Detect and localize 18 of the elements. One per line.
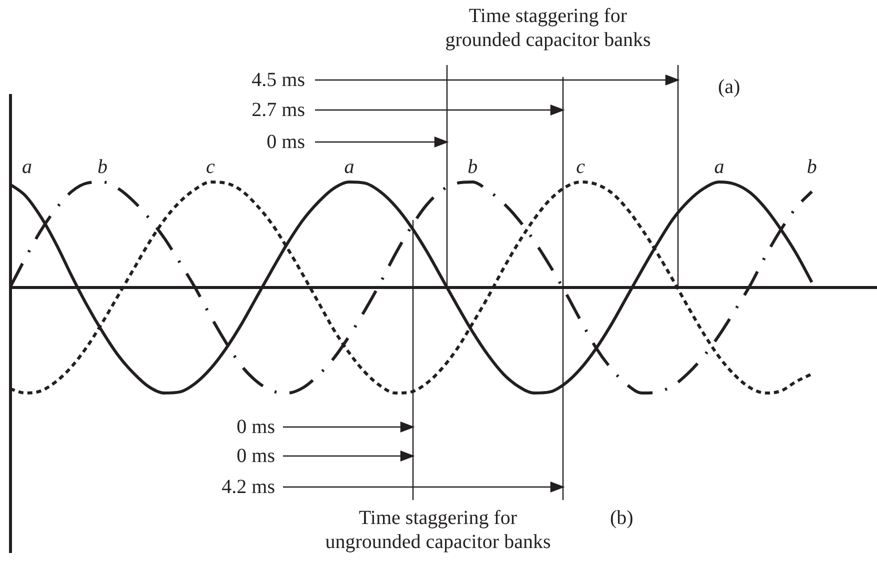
text: Time staggering for ungrounded capacitor banks [324, 506, 552, 554]
text: 0 ms [266, 130, 305, 154]
text: b [98, 156, 108, 178]
text: c [576, 156, 585, 178]
series-label: b [468, 156, 478, 178]
text: a [714, 156, 724, 178]
text: (b) [610, 506, 634, 530]
text: 4.5 ms [252, 68, 305, 92]
text: b [806, 156, 817, 178]
text: 0 ms [236, 415, 275, 439]
series-label: c [206, 156, 216, 178]
text: Time staggering for grounded capacitor banks [444, 4, 652, 52]
text: a [22, 156, 32, 178]
text: 2.7 ms [252, 98, 305, 122]
series-label: a [344, 156, 354, 178]
text: 0 ms [236, 444, 275, 468]
text: 4.2 ms [222, 475, 275, 499]
text: (a) [718, 75, 740, 99]
